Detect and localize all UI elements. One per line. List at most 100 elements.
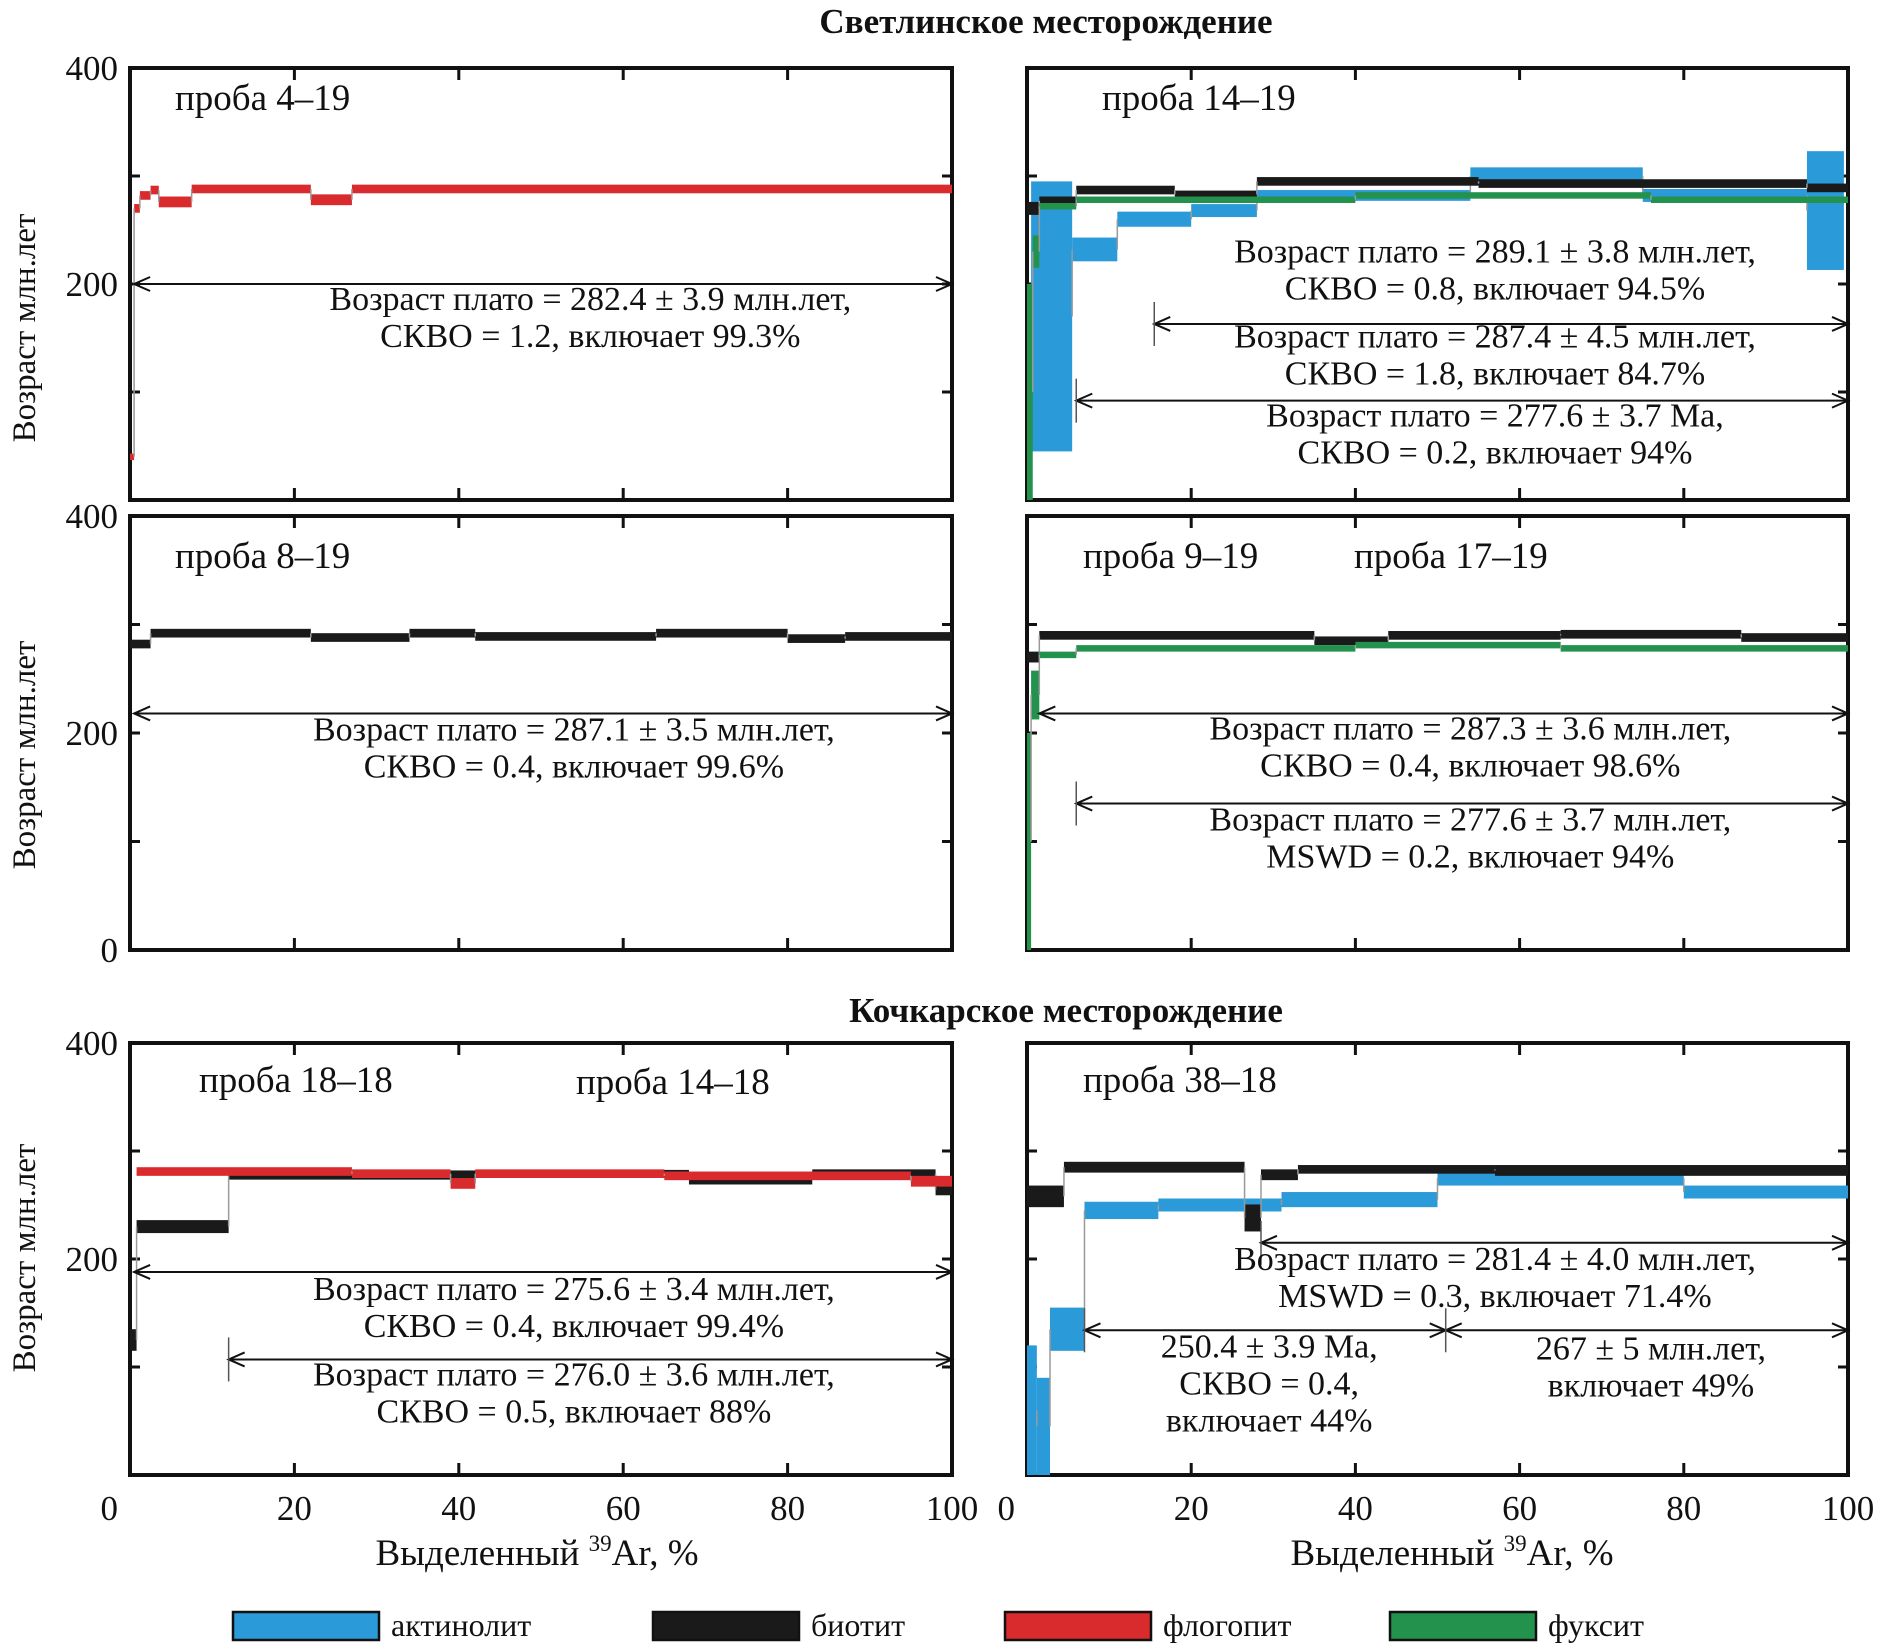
y-tick-label: 400 bbox=[66, 49, 119, 88]
panel-label: проба 8–19 bbox=[175, 536, 350, 577]
plateau-arrowhead-left bbox=[1036, 705, 1056, 722]
plateau-annotation-line: Возраст плато = 282.4 ± 3.9 млн.лет, bbox=[329, 281, 851, 318]
step-box bbox=[1049, 1307, 1085, 1351]
step-box bbox=[1027, 733, 1032, 950]
step-box bbox=[136, 1220, 229, 1234]
y-axis-label-row3: Возраст млн.лет bbox=[7, 1144, 43, 1373]
step-box bbox=[130, 453, 135, 461]
plateau-arrowhead-left bbox=[131, 705, 151, 722]
plateau-annotation-line: Возраст плато = 276.0 ± 3.6 млн.лет, bbox=[313, 1356, 835, 1393]
step-box bbox=[150, 185, 159, 195]
legend-item-biotite: биотит bbox=[651, 1607, 905, 1643]
x-axis-label-left: Выделенный 39Ar, % bbox=[375, 1531, 698, 1574]
plateau-annotation-line: Возраст плато = 287.4 ± 4.5 млн.лет, bbox=[1234, 319, 1756, 356]
step-box bbox=[1063, 1161, 1245, 1173]
step-box bbox=[1314, 636, 1389, 646]
step-box bbox=[130, 639, 151, 649]
plateau-annotation-line: СКВО = 0.4, bbox=[1179, 1365, 1359, 1402]
step-box bbox=[1027, 651, 1040, 663]
step-box bbox=[1560, 645, 1848, 652]
legend-swatch bbox=[651, 1610, 801, 1642]
x-tick-label: 0 bbox=[101, 1489, 119, 1528]
legend-label: биотит bbox=[811, 1607, 905, 1643]
series-fuchsite bbox=[1027, 641, 1848, 950]
step-box bbox=[1355, 641, 1561, 649]
x-tick-label: 40 bbox=[441, 1489, 476, 1528]
legend-item-phlogopite: флогопит bbox=[1003, 1607, 1291, 1643]
legend-item-actinolite: актинолит bbox=[231, 1607, 531, 1643]
step-box bbox=[1297, 1165, 1495, 1174]
step-box bbox=[158, 196, 192, 208]
step-box bbox=[1031, 181, 1073, 452]
plateau-annotation-line: Возраст плато = 277.6 ± 3.7 Ma, bbox=[1266, 398, 1724, 435]
step-box bbox=[1806, 151, 1844, 270]
plateau-annotation-line: Возраст плато = 281.4 ± 4.0 млн.лет, bbox=[1234, 1241, 1756, 1278]
step-box bbox=[450, 1178, 476, 1189]
step-box bbox=[1072, 237, 1118, 262]
step-box bbox=[1260, 1169, 1298, 1181]
step-box bbox=[935, 1184, 952, 1196]
plateau-annotation-line: MSWD = 0.3, включает 71.4% bbox=[1278, 1278, 1712, 1315]
legend-swatch bbox=[231, 1610, 381, 1642]
plateau-annotation-line: 250.4 ± 3.9 Ma, bbox=[1161, 1328, 1378, 1365]
y-tick-label: 400 bbox=[66, 497, 119, 536]
panel-c: 0 200 400 проба 8–19 Возраст плато = 287.1 ±… bbox=[66, 497, 955, 970]
plateau-arrowhead-right bbox=[1831, 795, 1851, 812]
panel-label: проба 4–19 bbox=[175, 78, 350, 119]
y-tick-label: 200 bbox=[66, 1240, 119, 1279]
plateau-annotation-line: Возраст плато = 275.6 ± 3.4 млн.лет, bbox=[313, 1271, 835, 1308]
x-tick-label: 80 bbox=[1666, 1489, 1701, 1528]
step-box bbox=[1036, 1377, 1050, 1475]
step-box bbox=[1032, 235, 1040, 268]
panel-f: проба 38–18 Возраст плато = 281.4 ± 4.0 м… bbox=[998, 1041, 1875, 1528]
y-tick-label: 200 bbox=[66, 265, 119, 304]
plateau-annotation-line: СКВО = 0.8, включает 94.5% bbox=[1285, 270, 1705, 307]
step-box bbox=[656, 628, 788, 638]
step-box bbox=[134, 204, 140, 213]
step-box bbox=[139, 191, 151, 200]
step-box bbox=[136, 1167, 352, 1176]
plateau-annotation-line: включает 49% bbox=[1548, 1367, 1755, 1404]
step-box bbox=[150, 628, 311, 638]
panel-b: проба 14–19 Возраст плато = 289.1 ± 3.8 м… bbox=[1025, 66, 1851, 502]
x-tick-label: 40 bbox=[1338, 1489, 1373, 1528]
panel-label: проба 9–19 bbox=[1083, 536, 1258, 577]
step-box bbox=[1191, 204, 1257, 218]
x-tick-label: 0 bbox=[998, 1489, 1016, 1528]
plateau-arrowhead-right bbox=[1831, 1322, 1851, 1339]
plateau-annotation-line: СКВО = 1.2, включает 99.3% bbox=[380, 318, 800, 355]
step-box bbox=[1084, 1201, 1159, 1220]
plateau-arrowhead-left bbox=[131, 1264, 151, 1280]
plateau-annotation-line: СКВО = 1.8, включает 84.7% bbox=[1285, 356, 1705, 393]
step-box bbox=[1494, 1165, 1848, 1176]
x-tick-label: 80 bbox=[770, 1489, 805, 1528]
legend-label: актинолит bbox=[391, 1607, 531, 1643]
step-box bbox=[1158, 1198, 1282, 1212]
deposit-title-kochkarskoe: Кочкарское месторождение bbox=[849, 991, 1283, 1030]
step-box bbox=[351, 1169, 451, 1178]
series-fuchsite bbox=[1027, 192, 1848, 500]
step-box bbox=[475, 632, 657, 641]
plateau-annotation-line: Возраст плато = 287.1 ± 3.5 млн.лет, bbox=[313, 712, 835, 749]
step-box bbox=[191, 184, 311, 194]
step-box bbox=[1741, 633, 1848, 642]
series-actinolite bbox=[1027, 1170, 1848, 1475]
x-tick-label: 60 bbox=[606, 1489, 641, 1528]
step-box bbox=[664, 1171, 911, 1181]
x-tick-label: 100 bbox=[926, 1489, 979, 1528]
series-biotite bbox=[1027, 1161, 1848, 1232]
plateau-annotation-line: MSWD = 0.2, включает 94% bbox=[1266, 839, 1674, 876]
step-box bbox=[1388, 631, 1561, 640]
legend: актинолит биотит флогопит фуксит bbox=[231, 1607, 1644, 1643]
plateau-arrowhead-right bbox=[1831, 316, 1851, 332]
x-tick-label: 100 bbox=[1822, 1489, 1875, 1528]
plateau-annotation-line: Возраст плато = 287.3 ± 3.6 млн.лет, bbox=[1209, 711, 1731, 748]
step-box bbox=[1027, 1345, 1037, 1475]
step-box bbox=[351, 184, 952, 194]
legend-swatch bbox=[1003, 1610, 1153, 1642]
step-box bbox=[1039, 631, 1315, 640]
legend-swatch bbox=[1388, 1610, 1538, 1642]
plateau-annotation-line: включает 44% bbox=[1166, 1402, 1373, 1439]
